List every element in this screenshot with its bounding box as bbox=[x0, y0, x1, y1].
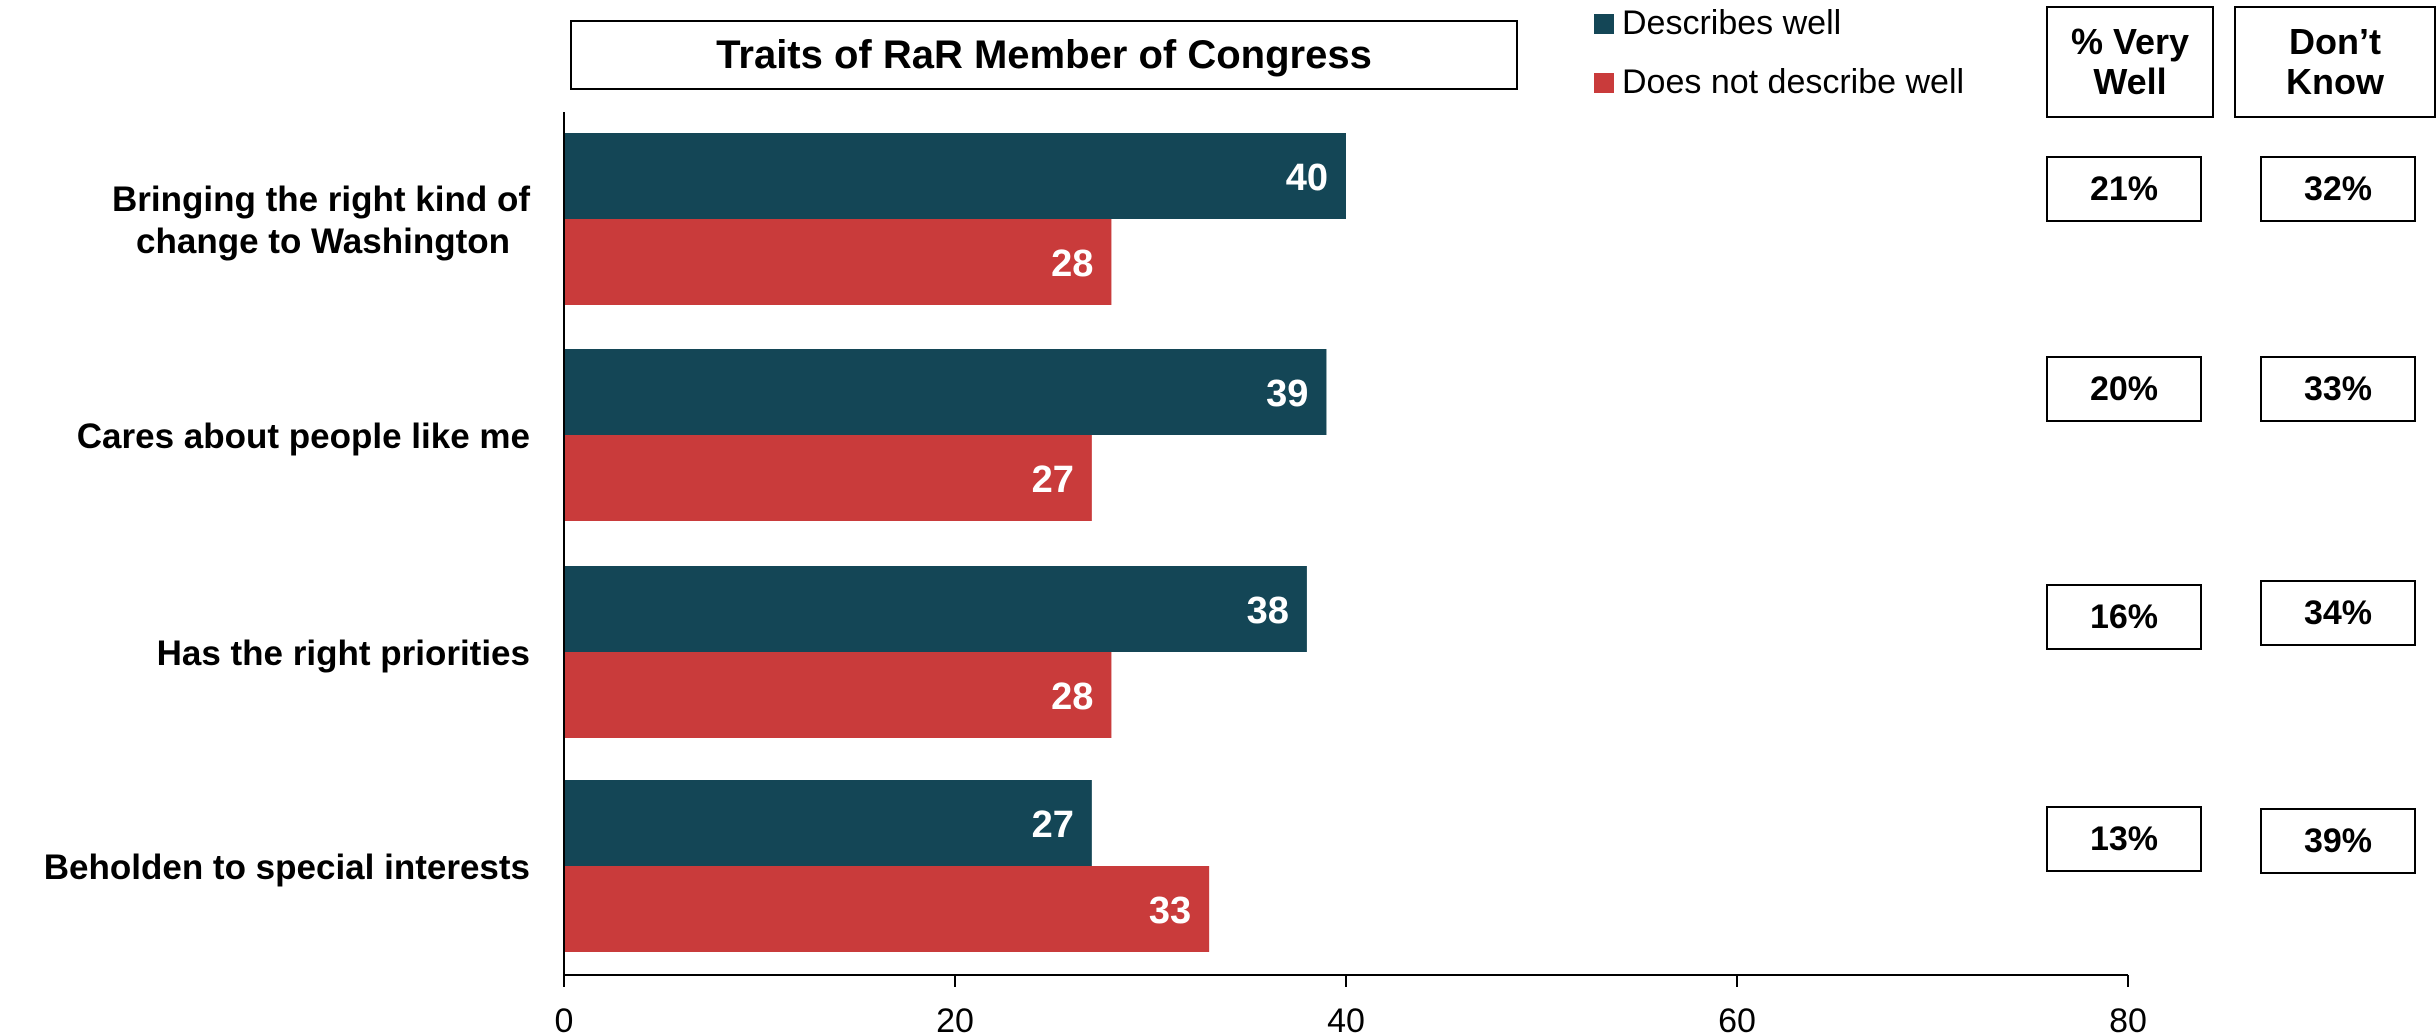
bar-value-label: 27 bbox=[1032, 459, 1074, 501]
bar bbox=[564, 780, 1092, 866]
bar-value-label: 28 bbox=[1051, 243, 1093, 285]
bar bbox=[564, 652, 1112, 738]
legend-label: Describes well bbox=[1622, 4, 1842, 42]
chart-title: Traits of RaR Member of Congress bbox=[570, 20, 1518, 90]
legend-swatch bbox=[1594, 13, 1614, 34]
x-tick-label: 40 bbox=[1327, 1002, 1365, 1036]
very-well-cell: 16% bbox=[2046, 584, 2202, 650]
category-label: Beholden to special interests bbox=[44, 848, 530, 887]
category-label: Cares about people like me bbox=[77, 417, 530, 456]
very-well-cell: 13% bbox=[2046, 806, 2202, 872]
category-label-line: Bringing the right kind of bbox=[112, 180, 530, 219]
bar-value-label: 27 bbox=[1032, 804, 1074, 846]
very-well-cell: 21% bbox=[2046, 156, 2202, 222]
x-tick-label: 60 bbox=[1718, 1002, 1756, 1036]
bar bbox=[564, 866, 1210, 952]
category-label-line: Has the right priorities bbox=[157, 634, 530, 673]
category-label-line: change to Washington bbox=[136, 222, 510, 261]
dont-know-cell: 32% bbox=[2260, 156, 2416, 222]
bar-value-label: 33 bbox=[1149, 890, 1191, 932]
legend-item-describes-well: Describes well bbox=[1594, 4, 1841, 43]
bar bbox=[564, 349, 1327, 435]
bar bbox=[564, 219, 1112, 305]
x-tick-label: 20 bbox=[936, 1002, 974, 1036]
legend-item-does-not-describe-well: Does not describe well bbox=[1594, 63, 1964, 102]
dont-know-cell: 39% bbox=[2260, 808, 2416, 874]
bar bbox=[564, 566, 1307, 652]
column-header-dont-know: Don’t Know bbox=[2234, 6, 2436, 118]
category-label-line: Beholden to special interests bbox=[44, 848, 530, 887]
legend-swatch bbox=[1594, 72, 1614, 93]
bar bbox=[564, 435, 1092, 521]
bar-value-label: 28 bbox=[1051, 676, 1093, 718]
category-label-line: Cares about people like me bbox=[77, 417, 530, 456]
x-tick-label: 80 bbox=[2109, 1002, 2147, 1036]
category-label: Bringing the right kind of change to Wash… bbox=[112, 180, 530, 261]
bar-value-label: 38 bbox=[1247, 590, 1289, 632]
very-well-cell: 20% bbox=[2046, 356, 2202, 422]
category-label: Has the right priorities bbox=[157, 634, 530, 673]
dont-know-cell: 34% bbox=[2260, 580, 2416, 646]
x-tick-label: 0 bbox=[555, 1002, 574, 1036]
bar bbox=[564, 133, 1346, 219]
column-header-very-well: % Very Well bbox=[2046, 6, 2214, 118]
dont-know-cell: 33% bbox=[2260, 356, 2416, 422]
legend-label: Does not describe well bbox=[1622, 63, 1965, 101]
bar-value-label: 40 bbox=[1286, 157, 1328, 199]
bar-value-label: 39 bbox=[1266, 373, 1308, 415]
